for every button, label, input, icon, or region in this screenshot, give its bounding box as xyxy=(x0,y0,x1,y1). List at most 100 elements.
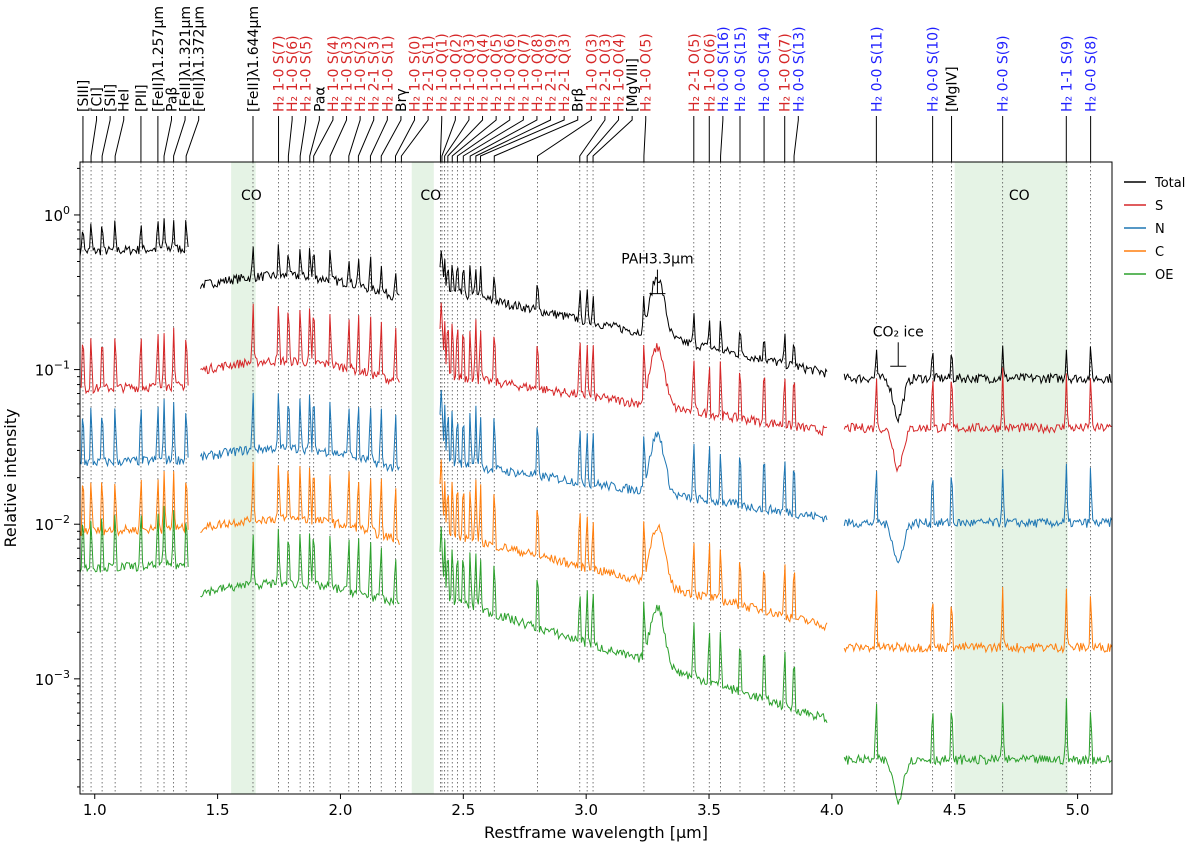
line-label-15: H₂ 1-0 S(4) xyxy=(326,35,342,112)
line-connector-25 xyxy=(444,116,470,162)
line-label-41: H₂ 0-0 S(16) xyxy=(716,26,732,112)
line-label-31: H₂ 2-1 Q(9) xyxy=(544,33,560,112)
line-label-7: Paβ xyxy=(164,87,180,112)
annotation-label-2: CO₂ ice xyxy=(873,324,924,340)
line-label-42: H₂ 0-0 S(15) xyxy=(733,26,749,112)
line-label-9: [FeII]λ1.372μm xyxy=(192,6,208,112)
line-label-23: H₂ 1-0 Q(1) xyxy=(435,33,451,112)
line-connector-13 xyxy=(299,116,307,162)
line-connector-28 xyxy=(456,116,511,162)
x-tick-label-9: 5.0 xyxy=(1066,801,1090,819)
line-connector-24 xyxy=(441,116,456,162)
line-connector-23 xyxy=(439,116,443,162)
line-label-13: H₂ 1-0 S(5) xyxy=(299,35,315,112)
line-label-30: H₂ 1-0 Q(8) xyxy=(530,33,546,112)
line-connector-18 xyxy=(357,116,375,162)
line-label-1: [SIII] xyxy=(76,80,92,112)
line-label-8: [FeII]λ1.321μm xyxy=(178,6,194,112)
legend-label-oe: OE xyxy=(1155,268,1173,283)
line-connector-30 xyxy=(469,116,538,162)
y-tick-label-4: 10−3 xyxy=(35,668,70,689)
y-tick-label-1: 100 xyxy=(44,204,70,225)
annotation-label-1: PAH3.3μm xyxy=(621,252,693,268)
line-label-49: H₂ 0-0 S(9) xyxy=(996,35,1012,112)
line-label-32: H₂ 2-1 Q(3) xyxy=(557,33,573,112)
legend: Total SNC OE xyxy=(1124,176,1185,283)
legend-label-c: C xyxy=(1155,245,1164,260)
line-labels: [SIII][CI][SII]HeI [PII] [FeII]λ1.257μmPaβ… xyxy=(76,6,1100,162)
line-connector-4 xyxy=(114,116,125,162)
line-label-50: H₂ 1-1 S(9) xyxy=(1059,35,1075,112)
line-label-26: H₂ 1-0 Q(4) xyxy=(476,33,492,112)
line-label-22: H₂ 2-1 S(1) xyxy=(421,35,437,112)
co-shaded-regions: CO CO CO xyxy=(231,162,1068,794)
line-label-19: H₂ 1-0 S(1) xyxy=(380,35,396,112)
line-connector-33 xyxy=(493,116,579,162)
line-connector-45 xyxy=(793,116,799,162)
line-label-20: Brγ xyxy=(394,88,410,112)
y-tick-label-2: 10−1 xyxy=(35,359,70,380)
line-label-10: [FeII]λ1.644μm xyxy=(246,6,262,112)
line-label-40: H₂ 1-0 O(6) xyxy=(702,33,718,112)
annotations: PAH3.3μm CO₂ ice xyxy=(621,252,924,367)
line-label-37: [MgVIII] xyxy=(625,58,641,112)
line-connector-26 xyxy=(447,116,484,162)
line-label-18: H₂ 2-1 S(3) xyxy=(367,35,383,112)
line-label-12: H₂ 1-0 S(6) xyxy=(285,35,301,112)
line-connector-2 xyxy=(90,116,98,162)
line-label-29: H₂ 1-0 Q(7) xyxy=(516,33,532,112)
line-label-2: [CI] xyxy=(90,87,106,112)
co-region-label-2: CO xyxy=(420,188,441,204)
co-region-2 xyxy=(411,162,434,794)
x-tick-label-2: 1.5 xyxy=(206,801,230,819)
line-connector-41 xyxy=(720,116,724,162)
y-axis-label: Relative intensity xyxy=(1,409,20,548)
series-total xyxy=(79,218,1113,424)
line-label-43: H₂ 0-0 S(14) xyxy=(757,26,773,112)
line-connector-16 xyxy=(329,116,348,162)
line-connector-7 xyxy=(163,116,172,162)
line-label-24: H₂ 1-0 Q(2) xyxy=(448,33,464,112)
line-label-36: H₂ 1-0 O(4) xyxy=(612,33,628,112)
spectra-series xyxy=(79,218,1113,805)
line-label-38: H₂ 1-0 O(5) xyxy=(639,33,655,112)
line-connector-17 xyxy=(348,116,361,162)
line-label-44: H₂ 1-0 O(7) xyxy=(778,33,794,112)
x-tick-label-7: 4.0 xyxy=(820,801,844,819)
line-connector-20 xyxy=(380,116,402,162)
co-region-3 xyxy=(954,162,1068,794)
co-region-label-3: CO xyxy=(1009,188,1030,204)
x-tick-label-1: 1.0 xyxy=(83,801,107,819)
line-connector-32 xyxy=(480,116,565,162)
x-tick-label-5: 3.0 xyxy=(574,801,598,819)
line-connector-29 xyxy=(462,116,524,162)
x-tick-label-3: 2.0 xyxy=(329,801,353,819)
line-label-3: [SII] xyxy=(103,84,119,112)
x-axis-label: Restframe wavelength [μm] xyxy=(484,823,708,842)
line-label-14: Paα xyxy=(312,86,328,112)
series-n xyxy=(79,389,1113,564)
line-label-51: H₂ 0-0 S(8) xyxy=(1084,35,1100,112)
line-connector-37 xyxy=(592,116,633,162)
x-tick-label-4: 2.5 xyxy=(451,801,475,819)
line-label-25: H₂ 1-0 Q(3) xyxy=(462,33,478,112)
y-axis: 100 10−1 10−2 10−3 xyxy=(35,167,80,788)
line-connector-21 xyxy=(394,116,416,162)
line-label-35: H₂ 2-1 O(3) xyxy=(598,33,614,112)
legend-label-total: Total xyxy=(1154,176,1185,191)
line-label-33: Brβ xyxy=(571,88,587,112)
x-axis: 1.0 1.5 2.0 2.5 3.0 3.5 4.0 4.5 5.0 xyxy=(83,794,1090,819)
line-label-11: H₂ 1-0 S(7) xyxy=(272,35,288,112)
line-connector-14 xyxy=(309,116,320,162)
line-connector-38 xyxy=(643,116,647,162)
line-connector-15 xyxy=(313,116,334,162)
line-connector-35 xyxy=(579,116,606,162)
line-label-46: H₂ 0-0 S(11) xyxy=(869,26,885,112)
line-connector-27 xyxy=(451,116,497,162)
line-label-28: H₂ 1-0 Q(6) xyxy=(503,33,519,112)
line-label-27: H₂ 1-0 Q(5) xyxy=(489,33,505,112)
line-label-47: H₂ 0-0 S(10) xyxy=(926,26,942,112)
y-tick-label-3: 10−2 xyxy=(35,513,70,534)
line-label-21: H₂ 1-0 S(0) xyxy=(408,35,424,112)
line-connector-34 xyxy=(537,116,592,162)
